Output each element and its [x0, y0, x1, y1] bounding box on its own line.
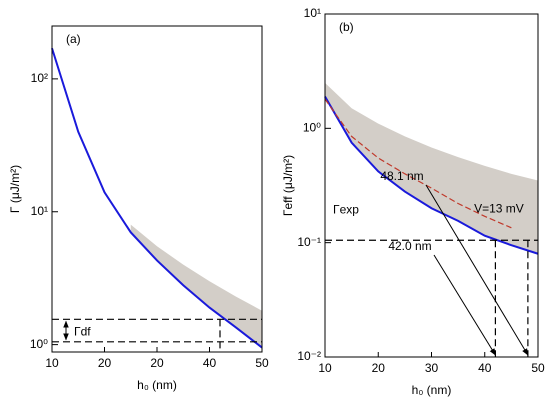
x-tick-label: 10 [45, 356, 59, 370]
series-line [51, 47, 263, 349]
marker-arrow [433, 254, 496, 356]
band [130, 224, 262, 348]
x-tick-label: 40 [203, 356, 217, 370]
y-tick-label: 10⁰ [30, 337, 48, 351]
y-tick-label: 10² [31, 71, 48, 85]
y-tick-label: 10¹ [304, 6, 321, 20]
y-tick-label: 10¹ [31, 204, 48, 218]
band [325, 82, 538, 254]
x-axis-label: h₀ (nm) [137, 378, 177, 392]
x-tick-label: 20 [98, 356, 112, 370]
x-tick-label: 30 [425, 361, 439, 375]
series-line [324, 95, 539, 255]
annotation: Γdf [74, 325, 91, 339]
series-label: V=13 mV [474, 201, 524, 215]
x-tick-label: 20 [150, 356, 164, 370]
panel-label: (a) [66, 32, 81, 46]
marker-arrow [425, 184, 529, 356]
x-tick-label: 20 [372, 361, 386, 375]
y-axis-label: Γeff (μJ/m²) [281, 155, 295, 216]
annotation: Γexp [333, 202, 359, 216]
y-tick-label: 10⁻² [297, 349, 321, 363]
y-tick-label: 10⁻¹ [297, 235, 321, 249]
x-axis-label: h₀ (nm) [412, 383, 452, 397]
x-tick-label: 40 [478, 361, 492, 375]
series-line [324, 98, 512, 229]
x-tick-label: 50 [255, 356, 269, 370]
x-tick-label: 50 [531, 361, 545, 375]
marker-label: 48.1 nm [380, 169, 423, 183]
marker-label: 42.0 nm [388, 239, 431, 253]
panel-label: (b) [339, 20, 354, 34]
y-tick-label: 10⁰ [303, 121, 321, 135]
y-axis-label: Γ (μJ/m²) [8, 165, 22, 213]
x-tick-label: 10 [318, 361, 332, 375]
